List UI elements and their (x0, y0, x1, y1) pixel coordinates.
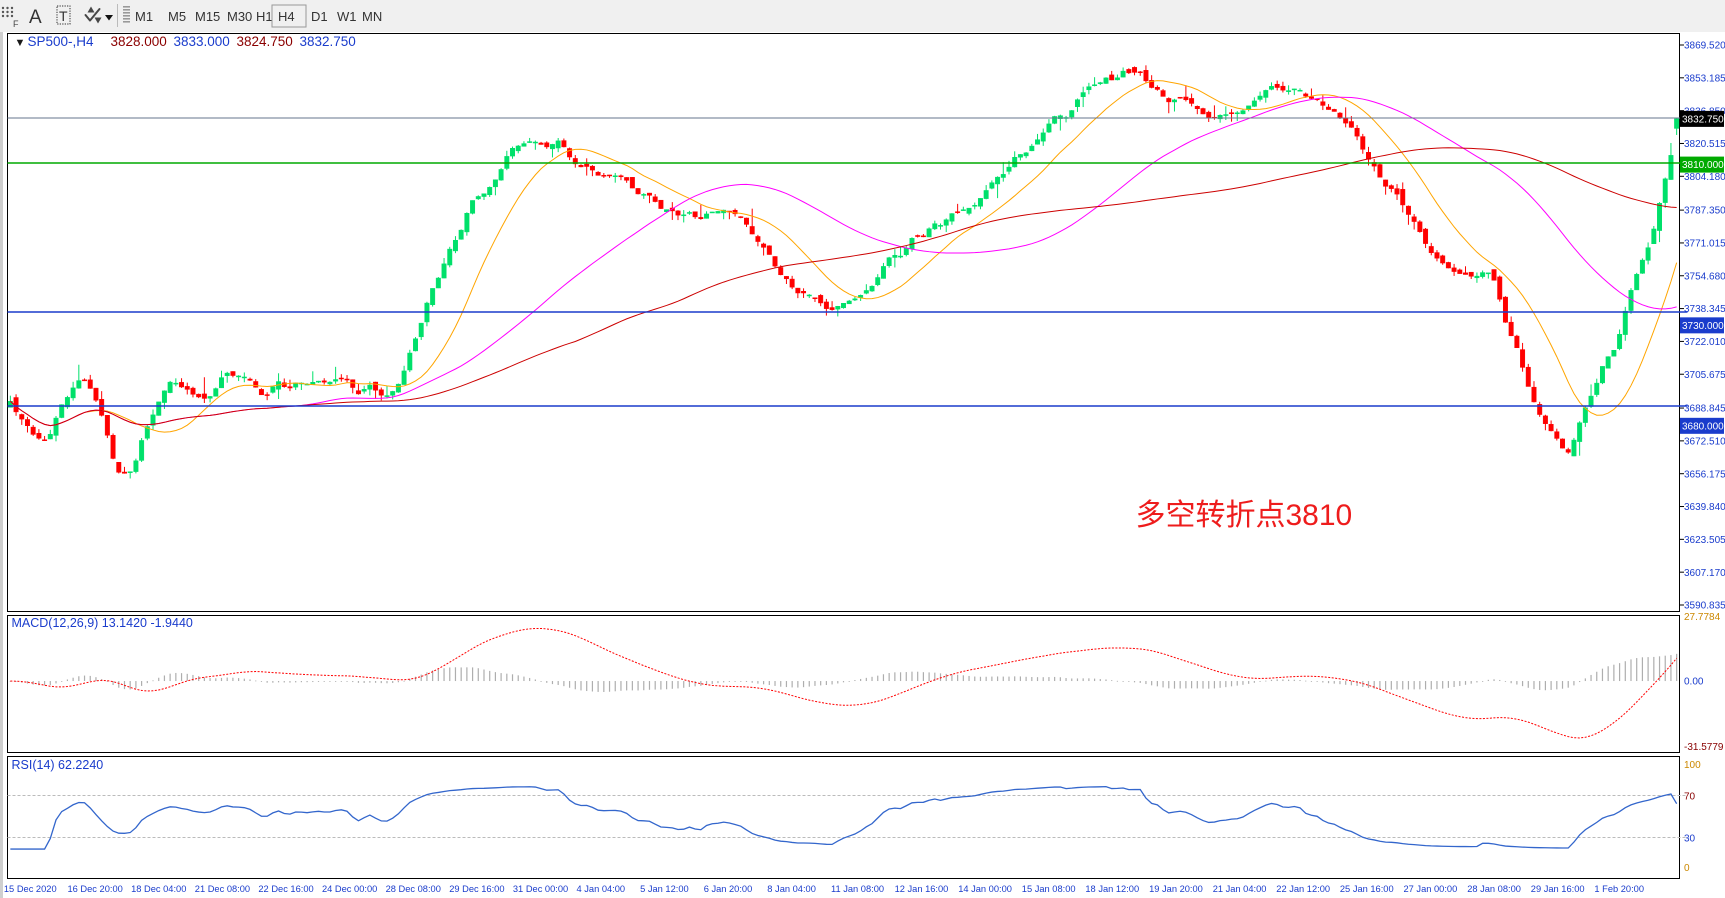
svg-text:28 Dec 08:00: 28 Dec 08:00 (386, 884, 441, 894)
svg-text:100: 100 (1684, 760, 1701, 771)
svg-text:3828.000: 3828.000 (111, 34, 167, 49)
svg-text:3754.680: 3754.680 (1684, 271, 1725, 282)
svg-text:0: 0 (1684, 863, 1690, 874)
svg-text:-31.5779: -31.5779 (1684, 742, 1724, 753)
svg-text:3820.515: 3820.515 (1684, 139, 1725, 150)
svg-text:22 Dec 16:00: 22 Dec 16:00 (258, 884, 313, 894)
svg-text:15 Dec 2020: 15 Dec 2020 (4, 884, 57, 894)
svg-text:8 Jan 04:00: 8 Jan 04:00 (767, 884, 816, 894)
svg-text:31 Dec 00:00: 31 Dec 00:00 (513, 884, 568, 894)
svg-text:3869.520: 3869.520 (1684, 41, 1725, 52)
svg-text:6 Jan 20:00: 6 Jan 20:00 (704, 884, 753, 894)
svg-text:3853.185: 3853.185 (1684, 73, 1725, 84)
svg-text:27 Jan 00:00: 27 Jan 00:00 (1404, 884, 1458, 894)
svg-text:3833.000: 3833.000 (174, 34, 230, 49)
svg-text:3738.345: 3738.345 (1684, 304, 1725, 315)
svg-text:3730.000: 3730.000 (1682, 321, 1724, 332)
svg-text:21 Dec 08:00: 21 Dec 08:00 (195, 884, 250, 894)
svg-text:3623.505: 3623.505 (1684, 535, 1725, 546)
svg-text:18 Jan 12:00: 18 Jan 12:00 (1085, 884, 1139, 894)
svg-text:21 Jan 04:00: 21 Jan 04:00 (1213, 884, 1267, 894)
svg-text:3656.175: 3656.175 (1684, 469, 1725, 480)
svg-text:3672.510: 3672.510 (1684, 436, 1725, 447)
svg-text:15 Jan 08:00: 15 Jan 08:00 (1022, 884, 1076, 894)
svg-text:28 Jan 08:00: 28 Jan 08:00 (1467, 884, 1521, 894)
svg-text:3824.750: 3824.750 (237, 34, 293, 49)
svg-text:3771.015: 3771.015 (1684, 239, 1725, 250)
svg-text:3804.180: 3804.180 (1684, 172, 1725, 183)
svg-text:18 Dec 04:00: 18 Dec 04:00 (131, 884, 186, 894)
svg-text:27.7784: 27.7784 (1684, 612, 1721, 623)
svg-text:22 Jan 12:00: 22 Jan 12:00 (1276, 884, 1330, 894)
svg-text:24 Dec 00:00: 24 Dec 00:00 (322, 884, 377, 894)
svg-text:70: 70 (1684, 792, 1696, 803)
svg-text:16 Dec 20:00: 16 Dec 20:00 (68, 884, 123, 894)
svg-text:11 Jan 08:00: 11 Jan 08:00 (831, 884, 884, 894)
svg-text:5 Jan 12:00: 5 Jan 12:00 (640, 884, 689, 894)
svg-text:3832.750: 3832.750 (300, 34, 356, 49)
svg-text:3607.170: 3607.170 (1684, 568, 1725, 579)
svg-text:1 Feb 20:00: 1 Feb 20:00 (1594, 884, 1644, 894)
svg-text:29 Jan 16:00: 29 Jan 16:00 (1531, 884, 1585, 894)
svg-text:3832.750: 3832.750 (1682, 114, 1724, 125)
svg-text:19 Jan 20:00: 19 Jan 20:00 (1149, 884, 1203, 894)
svg-text:3680.000: 3680.000 (1682, 421, 1724, 432)
svg-text:多空转折点3810: 多空转折点3810 (1136, 499, 1353, 532)
svg-text:30: 30 (1684, 834, 1696, 845)
svg-text:4 Jan 04:00: 4 Jan 04:00 (577, 884, 626, 894)
svg-text:3590.835: 3590.835 (1684, 601, 1725, 612)
svg-text:29 Dec 16:00: 29 Dec 16:00 (449, 884, 504, 894)
svg-text:3810.000: 3810.000 (1682, 160, 1724, 171)
svg-text:3722.010: 3722.010 (1684, 337, 1725, 348)
svg-text:12 Jan 16:00: 12 Jan 16:00 (895, 884, 949, 894)
svg-text:3705.675: 3705.675 (1684, 370, 1725, 381)
svg-text:MACD(12,26,9) 13.1420 -1.9440: MACD(12,26,9) 13.1420 -1.9440 (12, 616, 193, 630)
svg-text:▼: ▼ (15, 37, 26, 49)
svg-text:14 Jan 00:00: 14 Jan 00:00 (958, 884, 1012, 894)
svg-text:RSI(14) 62.2240: RSI(14) 62.2240 (12, 758, 104, 772)
svg-text:SP500-,H4: SP500-,H4 (28, 34, 95, 49)
svg-text:0.00: 0.00 (1684, 677, 1704, 688)
svg-text:25 Jan 16:00: 25 Jan 16:00 (1340, 884, 1394, 894)
svg-text:3787.350: 3787.350 (1684, 206, 1725, 217)
svg-text:3688.845: 3688.845 (1684, 404, 1725, 415)
svg-text:3639.840: 3639.840 (1684, 502, 1725, 513)
